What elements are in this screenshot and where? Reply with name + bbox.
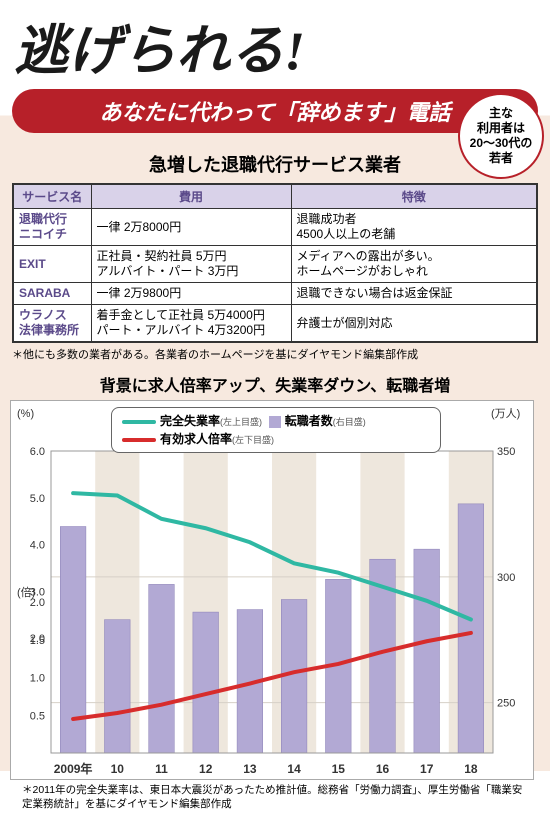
svg-text:10: 10 <box>111 762 125 776</box>
svg-text:13: 13 <box>243 762 257 776</box>
svg-text:18: 18 <box>464 762 478 776</box>
svg-text:(倍): (倍) <box>17 585 35 599</box>
table-note: ＊他にも多数の業者がある。各業者のホームページを基にダイヤモンド編集部作成 <box>12 346 538 362</box>
chart-svg: 250300350(万人)2.03.04.05.06.0(%)0.51.01.5… <box>11 401 535 781</box>
headline: 逃げられる! <box>0 0 550 85</box>
chart-title: 背景に求人倍率アップ、失業率ダウン、転職者増 <box>10 372 540 396</box>
services-table: サービス名費用特徴 退職代行ニコイチ一律 2万8000円退職成功者4500人以上… <box>12 183 538 343</box>
col-header: 特徴 <box>291 184 537 209</box>
svg-text:4.0: 4.0 <box>30 540 45 552</box>
svg-text:12: 12 <box>199 762 213 776</box>
svg-text:2009年: 2009年 <box>54 761 93 776</box>
svg-text:1.0: 1.0 <box>30 673 45 685</box>
svg-text:5.0: 5.0 <box>30 493 45 505</box>
svg-text:6.0: 6.0 <box>30 446 45 458</box>
col-header: サービス名 <box>13 184 91 209</box>
svg-text:0.5: 0.5 <box>30 710 45 722</box>
svg-text:350: 350 <box>497 446 515 458</box>
svg-text:11: 11 <box>155 762 168 776</box>
svg-text:(万人): (万人) <box>491 407 520 420</box>
table-title: 急増した退職代行サービス業者 <box>12 151 538 177</box>
svg-text:(%): (%) <box>17 408 34 420</box>
svg-text:17: 17 <box>420 762 434 776</box>
legend: 完全失業率(左上目盛) 転職者数(右目盛)有効求人倍率(左下目盛) <box>111 407 441 453</box>
user-circle: 主な利用者は20〜30代の若者 <box>458 93 544 179</box>
table-row: 退職代行ニコイチ一律 2万8000円退職成功者4500人以上の老舗 <box>13 209 537 246</box>
svg-text:16: 16 <box>376 762 390 776</box>
table-row: ウラノス法律事務所着手金として正社員 5万4000円パート・アルバイト 4万32… <box>13 305 537 343</box>
svg-text:15: 15 <box>332 762 346 776</box>
table-row: EXIT正社員・契約社員 5万円アルバイト・パート 3万円メディアへの露出が多い… <box>13 246 537 283</box>
chart-note: ＊2011年の完全失業率は、東日本大震災があったため推計値。総務省「労働力調査」… <box>10 780 540 814</box>
svg-text:1.5: 1.5 <box>30 635 45 647</box>
svg-text:14: 14 <box>287 762 301 776</box>
combo-chart: 完全失業率(左上目盛) 転職者数(右目盛)有効求人倍率(左下目盛) 250 300… <box>10 400 534 780</box>
svg-text:250: 250 <box>497 698 515 710</box>
table-row: SARABA一律 2万9800円退職できない場合は返金保証 <box>13 283 537 305</box>
svg-text:300: 300 <box>497 572 515 584</box>
col-header: 費用 <box>91 184 291 209</box>
